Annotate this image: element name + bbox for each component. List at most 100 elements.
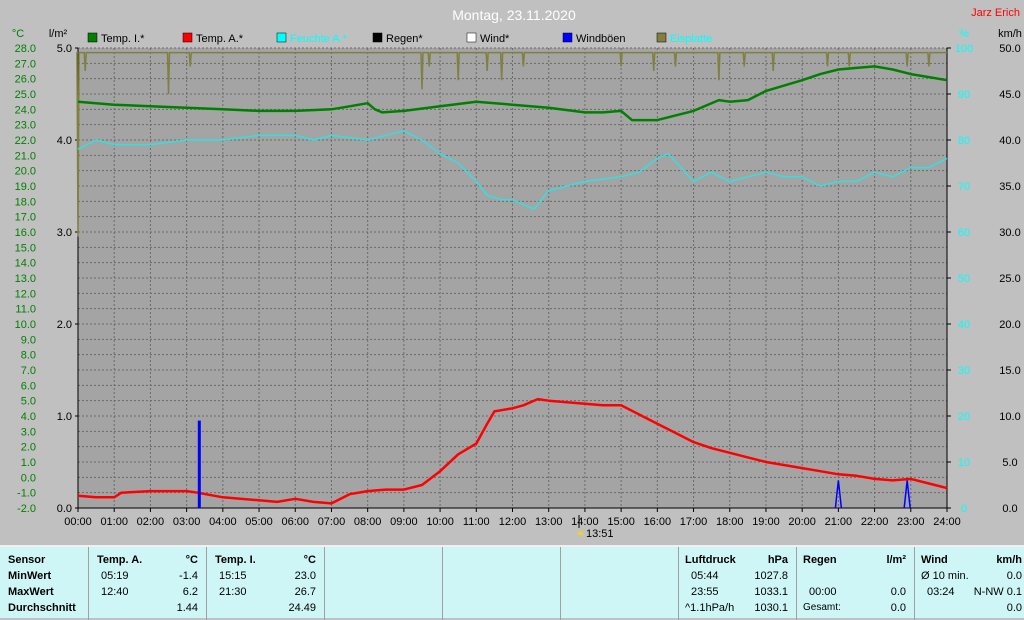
temp-tick-label: 8.0 [21, 350, 36, 362]
x-tick-label: 05:00 [245, 516, 273, 528]
col-temp-a: Temp. A. °C 05:19 -1.4 12:40 6.2 1.44 [88, 547, 206, 620]
wind-avg-value: 0.0 [1006, 570, 1022, 582]
x-tick-label: 15:00 [607, 516, 635, 528]
luftdruck-trend: ^1.1hPa/h [685, 602, 735, 614]
humidity-tick-label: 30 [958, 365, 970, 377]
temp-a-min-time: 05:19 [101, 570, 129, 582]
row-label-min: MinWert [8, 570, 52, 582]
x-tick-label: 16:00 [644, 516, 672, 528]
row-label-avg: Durchschnitt [8, 602, 76, 614]
temp-tick-label: -2.0 [17, 503, 36, 515]
legend-label: Eisplatte [670, 33, 712, 45]
temp-tick-label: 15.0 [15, 242, 36, 254]
temp-i-title: Temp. I. [215, 554, 256, 566]
legend-label: Temp. I.* [101, 33, 145, 45]
x-tick-label: 00:00 [64, 516, 92, 528]
wind-max-value: N-NW 0.1 [973, 586, 1022, 598]
temp-tick-label: 10.0 [15, 319, 36, 331]
humidity-tick-label: 50 [958, 273, 970, 285]
temp-i-max-time: 21:30 [219, 586, 247, 598]
temp-tick-label: 26.0 [15, 74, 36, 86]
x-tick-label: 04:00 [209, 516, 237, 528]
author-label: Jarz Erich [971, 7, 1020, 19]
luftdruck-unit: hPa [767, 554, 788, 566]
temp-tick-label: 6.0 [21, 380, 36, 392]
rain-tick-label: 0.0 [57, 503, 72, 515]
col-wind: Wind km/h Ø 10 min. 0.0 03:24 N-NW 0.1 0… [914, 547, 1024, 620]
temp-tick-label: 3.0 [21, 426, 36, 438]
temp-i-avg-value: 24.49 [288, 602, 316, 614]
legend-label: Temp. A.* [196, 33, 244, 45]
sun-time: 13:51 [586, 528, 614, 540]
temp-tick-label: 20.0 [15, 166, 36, 178]
grid [77, 47, 948, 509]
x-tick-label: 12:00 [499, 516, 527, 528]
temp-tick-label: 1.0 [21, 457, 36, 469]
legend: Temp. I.* Temp. A.* Feuchte A.* Regen* Wind*… [87, 32, 712, 45]
summary-table: Sensor MinWert MaxWert Durchschnitt Temp… [0, 545, 1024, 620]
temp-a-unit: °C [185, 554, 198, 566]
temp-a-avg-value: 1.44 [176, 602, 198, 614]
x-tick-label: 14:00 [571, 516, 599, 528]
wind-tick-label: 25.0 [999, 273, 1020, 285]
wind-mark [834, 480, 843, 509]
regen-total-value: 0.0 [890, 602, 906, 614]
wind-title: Wind [921, 554, 948, 566]
wind-avg2-value: 0.0 [1006, 602, 1022, 614]
temp-tick-label: 4.0 [21, 411, 36, 423]
temp-tick-label: 9.0 [21, 334, 36, 346]
legend-swatch [182, 32, 193, 43]
temp-tick-label: 17.0 [15, 212, 36, 224]
wind-tick-label: 40.0 [999, 135, 1020, 147]
x-tick-label: 23:00 [897, 516, 925, 528]
legend-swatch [87, 32, 98, 43]
x-tick-label: 06:00 [281, 516, 309, 528]
humidity-tick-label: 10 [958, 457, 970, 469]
x-tick-label: 09:00 [390, 516, 418, 528]
wind-max-time: 03:24 [927, 586, 955, 598]
legend-label: Windböen [576, 33, 626, 45]
temp-tick-label: 16.0 [15, 227, 36, 239]
humidity-tick-label: 70 [958, 181, 970, 193]
x-tick-label: 22:00 [861, 516, 889, 528]
wind-unit-label: km/h [998, 28, 1022, 40]
series-temp-i [77, 65, 948, 122]
windboen-bar [197, 420, 201, 508]
temp-a-min-value: -1.4 [179, 570, 198, 582]
legend-label: Feuchte A.* [290, 33, 348, 45]
temp-i-min-value: 23.0 [294, 570, 316, 582]
col-empty-1 [324, 547, 442, 620]
legend-label: Wind* [480, 33, 510, 45]
col-empty-3 [560, 547, 678, 620]
temp-tick-label: 23.0 [15, 120, 36, 132]
col-sensor: Sensor MinWert MaxWert Durchschnitt [0, 547, 88, 620]
x-tick-label: 21:00 [825, 516, 853, 528]
temp-tick-label: 12.0 [15, 288, 36, 300]
temp-tick-label: 2.0 [21, 442, 36, 454]
humidity-tick-label: 100 [955, 43, 973, 55]
temp-i-unit: °C [303, 554, 316, 566]
wind-unit: km/h [996, 554, 1022, 566]
wind-tick-label: 45.0 [999, 89, 1020, 101]
humidity-tick-label: 80 [958, 135, 970, 147]
regen-max-value: 0.0 [890, 586, 906, 598]
temp-tick-label: 19.0 [15, 181, 36, 193]
x-tick-label: 08:00 [354, 516, 382, 528]
x-tick-label: 24:00 [933, 516, 961, 528]
temp-unit-label: °C [12, 28, 24, 40]
luftdruck-max-time: 23:55 [691, 586, 719, 598]
humidity-tick-label: 0 [961, 503, 967, 515]
x-tick-label: 18:00 [716, 516, 744, 528]
temp-tick-label: 0.0 [21, 472, 36, 484]
weather-chart: 00:00 01:00 02:00 03:00 04:00 05:00 06:00 07:00… [11, 7, 1022, 540]
wind-tick-label: 50.0 [999, 43, 1020, 55]
col-luftdruck: Luftdruck hPa 05:44 1027.8 23:55 1033.1 … [678, 547, 796, 620]
series-feuchte-a [77, 130, 948, 210]
temp-a-max-value: 6.2 [182, 586, 198, 598]
x-tick-label: 01:00 [100, 516, 128, 528]
temp-tick-label: 5.0 [21, 396, 36, 408]
x-tick-label: 17:00 [680, 516, 708, 528]
temp-tick-label: 18.0 [15, 196, 36, 208]
temp-i-min-time: 15:15 [219, 570, 247, 582]
x-tick-label: 07:00 [318, 516, 346, 528]
